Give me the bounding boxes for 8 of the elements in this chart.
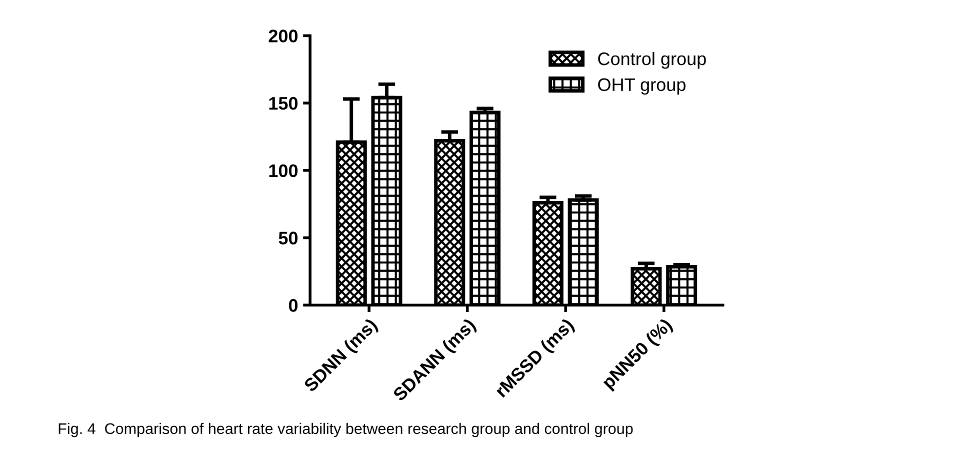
- y-tick-label: 100: [269, 164, 298, 178]
- caption: Fig. 4 Comparison of heart rate variability between research group and control group: [58, 422, 633, 438]
- y-tick-label: 0: [288, 299, 298, 312]
- y-tick-label: 150: [269, 96, 298, 110]
- y-tick-label: 50: [278, 232, 298, 244]
- legend-label: Control group: [598, 52, 706, 69]
- legend-label: OHT group: [598, 78, 686, 95]
- y-tick-label: 200: [268, 30, 298, 42]
